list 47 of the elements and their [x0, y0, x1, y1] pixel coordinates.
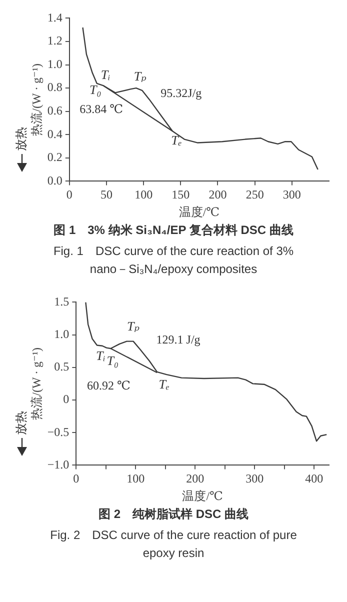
x-tick-label: 50: [100, 188, 112, 202]
annotation: T₀: [90, 82, 102, 98]
text: 图 2 纯树脂试样 DSC 曲线: [97, 506, 250, 523]
x-tick-label: 150: [172, 188, 190, 202]
y-axis-title: 热流/(W · g⁻¹): [29, 348, 44, 420]
annotation: Tₚ: [127, 318, 140, 334]
y-tick-label: 0.8: [47, 80, 62, 94]
y-axis-title: 热流/(W · g⁻¹): [29, 64, 44, 136]
y-tick-label: 1.0: [47, 56, 62, 71]
x-tick-label: 400: [305, 472, 324, 486]
text: 放热: [14, 411, 28, 436]
text: 图 1 3% 纳米 Si₃N₄/EP 复合材料 DSC 曲线: [52, 222, 294, 239]
x-tick-label: 0: [73, 472, 80, 486]
x-tick-label: 100: [126, 472, 145, 486]
y-tick-label: 1.5: [54, 294, 70, 308]
x-axis-title: 温度/℃: [178, 204, 220, 219]
annotation: Tₚ: [134, 68, 146, 84]
text: Fig. 1 DSC curve of the cure reaction of 3% nano－Si₃N₄/epoxy composites: [52, 243, 295, 278]
annotation: Tₑ: [171, 132, 182, 148]
x-axis-title: 温度/℃: [182, 488, 223, 503]
x-tick-label: 200: [208, 188, 227, 202]
x-tick-label: 100: [134, 188, 153, 202]
y-tick-label: 0.6: [47, 104, 62, 118]
x-tick-label: 300: [246, 472, 264, 486]
annotation: 63.84 ℃: [80, 102, 124, 116]
y-tick-label: −0.5: [47, 424, 70, 439]
annotation: 129.1 J/g: [156, 332, 200, 346]
x-tick-label: 300: [282, 188, 301, 202]
annotation: 95.32J/g: [160, 86, 202, 100]
y-tick-label: 1.0: [54, 326, 70, 341]
y-tick-label: 0.4: [47, 126, 62, 141]
y-tick-label: 0.2: [47, 150, 62, 164]
x-tick-label: 200: [186, 472, 204, 486]
x-tick-label: 250: [246, 188, 264, 202]
annotation: Tᵢ: [96, 348, 106, 363]
text: Fig. 2 DSC curve of the cure reaction of pure epoxy resin: [49, 527, 298, 562]
y-tick-label: 1.4: [47, 10, 62, 24]
y-tick-label: 1.2: [47, 34, 62, 48]
annotation: T₀: [106, 352, 119, 368]
y-tick-label: −1.0: [47, 457, 70, 472]
y-tick-label: 0: [63, 392, 70, 406]
y-tick-label: 0.5: [54, 360, 70, 374]
annotation: Tᵢ: [100, 67, 110, 82]
annotation: 60.92 ℃: [86, 378, 130, 393]
text: 放热: [14, 127, 28, 152]
annotation: Tₑ: [158, 376, 170, 392]
y-tick-label: 0.0: [47, 173, 62, 188]
